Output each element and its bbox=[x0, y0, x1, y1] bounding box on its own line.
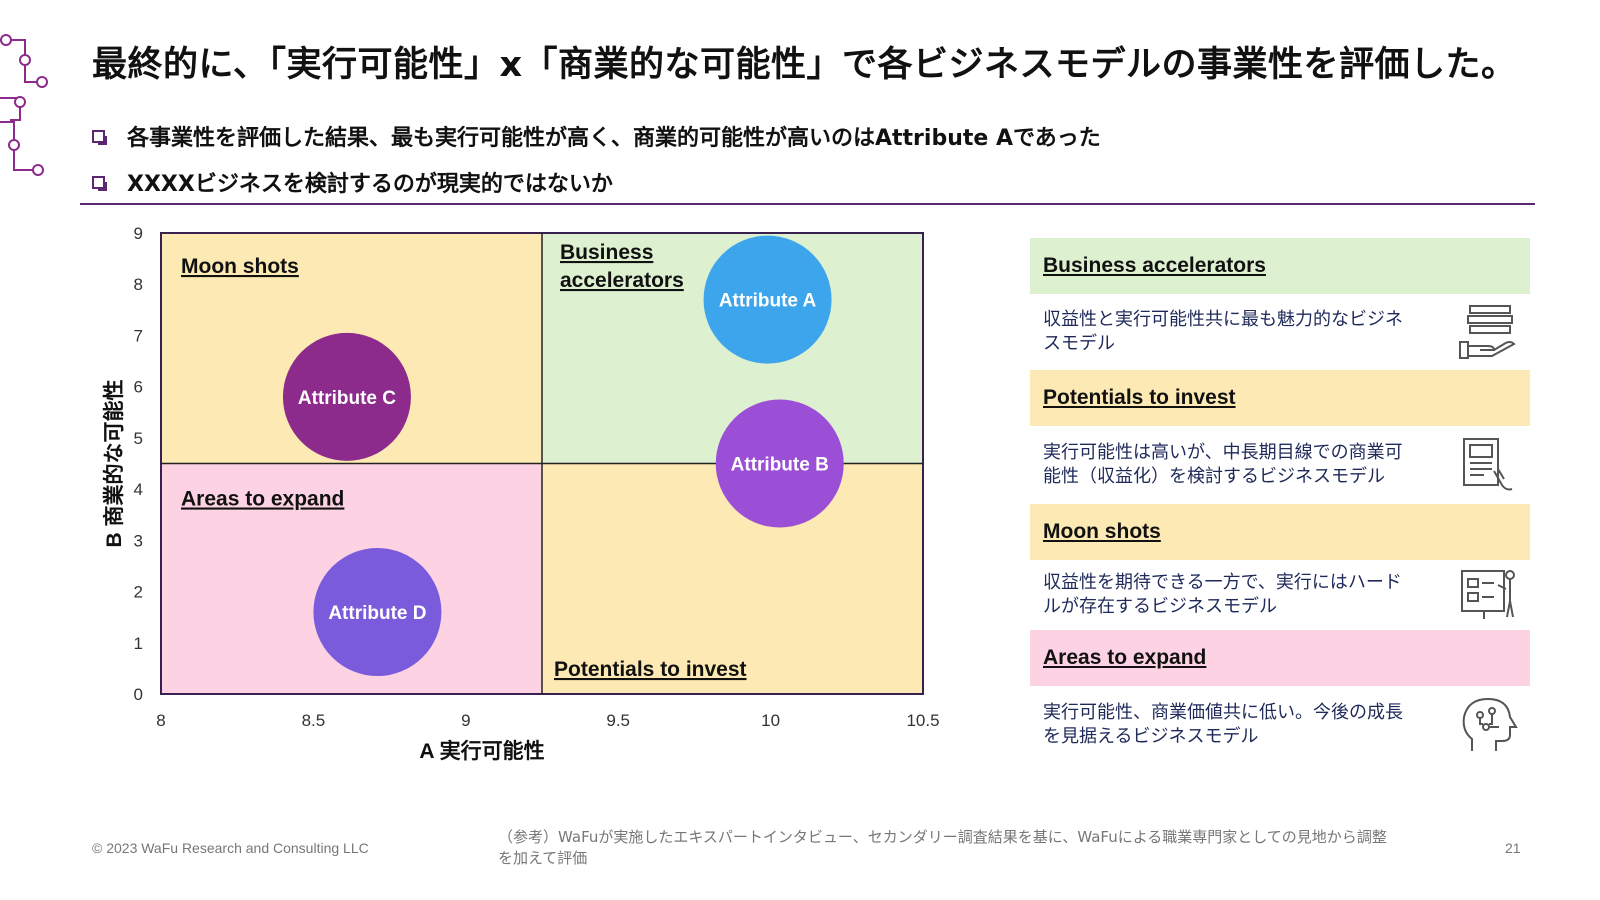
x-tick-label: 10.5 bbox=[906, 711, 939, 730]
bubble-label: Attribute C bbox=[298, 388, 396, 409]
y-tick-label: 7 bbox=[134, 326, 143, 345]
quadrant-legend: Business accelerators 収益性と実行可能性共に最も魅力的なビ… bbox=[1030, 238, 1530, 764]
presentation-board-icon bbox=[1461, 570, 1515, 619]
legend-text: 実行可能性、商業価値共に低い。今後の成長を見据えるビジネスモデル bbox=[1043, 702, 1403, 747]
legend-desc-potentials-to-invest: 実行可能性は高いが、中長期目線での商業可能性（収益化）を検討するビジネスモデル bbox=[1030, 426, 1530, 504]
bubble-point bbox=[313, 548, 442, 677]
slide-title: 最終的に、「実行可能性」x「商業的な可能性」で各ビジネスモデルの事業性を評価した… bbox=[92, 45, 1517, 85]
footer-note: （参考）WaFuが実施したエキスパートインタビュー、セカンダリー調査結果を基に、… bbox=[498, 828, 1387, 867]
y-tick-label: 9 bbox=[134, 225, 143, 243]
bubble-point bbox=[715, 399, 844, 528]
legend-desc-moon-shots: 収益性を期待できる一方で、実行にはハードルが存在するビジネスモデル bbox=[1030, 560, 1530, 630]
title-divider bbox=[80, 203, 1535, 205]
page-number: 21 bbox=[1505, 840, 1521, 856]
bullet-text: XXXXビジネスを検討するのが現実的ではないか bbox=[127, 172, 613, 197]
chart-svg: Moon shots Business accelerators Areas to e… bbox=[102, 224, 940, 763]
y-tick-label: 8 bbox=[134, 275, 143, 294]
quadrant-label: Moon shots bbox=[181, 255, 299, 278]
quadrant-label: Business bbox=[560, 241, 653, 264]
bubble-label: Attribute B bbox=[731, 455, 829, 476]
bubble-point bbox=[703, 235, 832, 364]
footer-copyright: © 2023 WaFu Research and Consulting LLC bbox=[92, 840, 369, 856]
y-axis-title: B 商業的な可能性 bbox=[102, 380, 126, 548]
circuit-decoration-icon bbox=[0, 34, 48, 176]
legend-title-areas-to-expand: Areas to expand bbox=[1030, 630, 1530, 686]
legend-title-business-accelerators: Business accelerators bbox=[1030, 238, 1530, 294]
document-touch-icon bbox=[1463, 438, 1513, 491]
quadrant-label: Potentials to invest bbox=[554, 658, 747, 681]
bubble-label: Attribute D bbox=[328, 603, 426, 624]
bubble-point bbox=[282, 332, 411, 461]
circuit-head-icon bbox=[1462, 697, 1518, 751]
stacked-bills-hand-icon bbox=[1459, 305, 1516, 359]
bullet-list: 各事業性を評価した結果、最も実行可能性が高く、商業的可能性が高いのはAttrib… bbox=[92, 113, 1101, 205]
bullet-item: XXXXビジネスを検討するのが現実的ではないか bbox=[92, 159, 1101, 205]
quadrant-label: Areas to expand bbox=[181, 488, 344, 511]
bubble-matrix-chart: Moon shots Business accelerators Areas to e… bbox=[95, 224, 985, 800]
legend-title-moon-shots: Moon shots bbox=[1030, 504, 1530, 560]
x-tick-label: 8 bbox=[156, 711, 165, 730]
legend-text: 収益性を期待できる一方で、実行にはハードルが存在するビジネスモデル bbox=[1043, 572, 1402, 617]
bubble-label: Attribute A bbox=[719, 291, 817, 312]
bullet-text: 各事業性を評価した結果、最も実行可能性が高く、商業的可能性が高いのはAttrib… bbox=[127, 126, 1101, 151]
legend-desc-business-accelerators: 収益性と実行可能性共に最も魅力的なビジネスモデル bbox=[1030, 294, 1530, 370]
checkbox-bullet-icon bbox=[92, 129, 105, 143]
x-tick-label: 8.5 bbox=[302, 711, 326, 730]
y-tick-label: 6 bbox=[134, 378, 143, 397]
y-tick-label: 2 bbox=[134, 583, 143, 602]
y-tick-label: 3 bbox=[134, 531, 143, 550]
x-tick-label: 9 bbox=[461, 711, 470, 730]
bullet-item: 各事業性を評価した結果、最も実行可能性が高く、商業的可能性が高いのはAttrib… bbox=[92, 113, 1101, 159]
y-tick-label: 1 bbox=[134, 634, 143, 653]
x-axis-title: A 実行可能性 bbox=[419, 739, 544, 763]
legend-desc-areas-to-expand: 実行可能性、商業価値共に低い。今後の成長を見据えるビジネスモデル bbox=[1030, 686, 1530, 764]
legend-title-potentials-to-invest: Potentials to invest bbox=[1030, 370, 1530, 426]
x-tick-label: 10 bbox=[761, 711, 780, 730]
legend-text: 実行可能性は高いが、中長期目線での商業可能性（収益化）を検討するビジネスモデル bbox=[1043, 442, 1403, 487]
checkbox-bullet-icon bbox=[92, 175, 105, 189]
x-tick-label: 9.5 bbox=[606, 711, 630, 730]
y-tick-label: 5 bbox=[134, 429, 143, 448]
y-tick-label: 4 bbox=[134, 480, 143, 499]
quadrant-label: accelerators bbox=[560, 269, 684, 292]
legend-text: 収益性と実行可能性共に最も魅力的なビジネスモデル bbox=[1043, 309, 1403, 354]
y-tick-label: 0 bbox=[134, 685, 143, 704]
